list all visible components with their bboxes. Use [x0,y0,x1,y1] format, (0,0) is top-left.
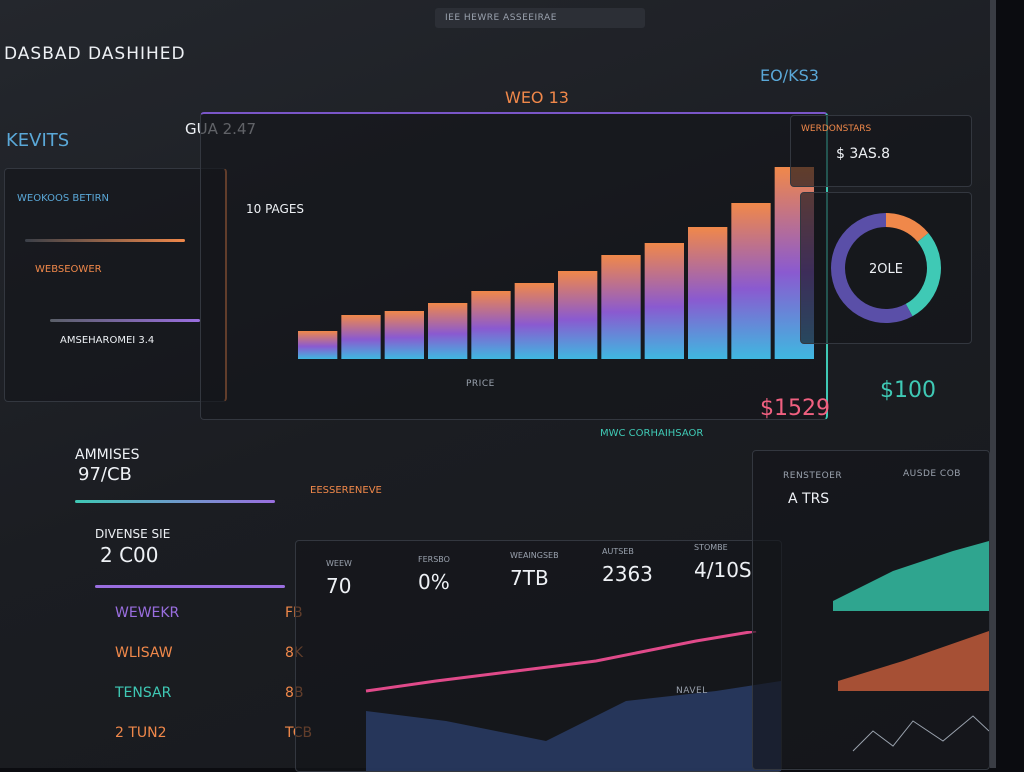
tile-value: 2363 [602,562,653,586]
chart-panel: 10 PAGES PRICE [200,112,828,420]
bar-chart [298,167,814,359]
tile-label: STOMBE [694,543,728,552]
sparkline [852,715,989,752]
donut-segment [905,232,941,317]
bar [428,303,468,359]
side-card-title: WERDONSTARS [801,124,872,134]
tile-label: AUTSEB [602,547,634,556]
list-label: WEWEKR [115,605,180,621]
left-list: WEWEKRFBWLISAW8KTENSAR8B2 TUN2TCB [115,605,312,765]
trend-line [365,631,757,693]
tile: WEAINGSEB 7TB [510,551,595,590]
tile-value: 70 [326,574,352,598]
panel-sub: WEBSEOWER [35,264,102,275]
tile-value: 0% [418,570,450,594]
bar [384,311,424,359]
tiles-header: EESSERENEVE [310,485,382,496]
list-label: 2 TUN2 [115,725,167,741]
list-row: WEWEKR FB [115,605,305,645]
metric2-label: DIVENSE SIE [95,527,171,541]
tile: WEEW 70 [326,559,411,598]
chart-title: 10 PAGES [246,202,305,216]
metric-value: 97/CB [78,464,132,485]
tiles-footer: NAVEL [676,686,708,696]
bar [341,315,381,359]
tile-label: WEAINGSEB [510,551,559,560]
right-panel: RENSTEOER A TRS AUSDE COB [752,450,990,770]
area [833,541,989,611]
trend-lines [365,631,781,771]
metric-label: AMMISES [75,447,140,463]
panel-title: WEOKOOS BETIRN [17,193,110,204]
list-label: WLISAW [115,645,173,661]
tiles: WEEW 70 FERSBO 0% WEAINGSEB 7TB AUTSEB 2363 STOM… [296,541,781,631]
list-row: WLISAW8K [115,645,305,685]
divider [95,585,285,588]
top-center-label: WEO 13 [505,88,569,107]
list-label: TENSAR [115,685,172,701]
list-row: 2 TUN2TCB [115,725,312,765]
tile: STOMBE 4/10S [694,543,779,582]
donut-chart: 2OLE [831,213,941,323]
left-panel: WEOKOOS BETIRN WEBSEOWER AMSEHAROMEI 3.4 [4,168,227,402]
tiles-panel: WEEW 70 FERSBO 0% WEAINGSEB 7TB AUTSEB 2363 STOM… [295,540,782,772]
donut-segment [885,213,929,243]
side-card-value: $ 3AS.8 [836,146,891,162]
stat-label: MWC CORHAIHSAOR [600,428,704,439]
panel-note: AMSEHAROMEI 3.4 [60,335,155,346]
divider [75,500,275,503]
bar [731,203,771,359]
search-bar[interactable]: IEE HEWRE ASSEEIRAE [435,8,645,28]
tile: AUTSEB 2363 [602,547,687,586]
tile: FERSBO 0% [418,555,503,594]
progress [25,239,185,242]
tablet-screen: DASBAD DASHIHED IEE HEWRE ASSEEIRAE WEO … [0,0,996,772]
bar [298,331,338,359]
right-panel-label: RENSTEOER [783,471,843,481]
chart-footer: PRICE [466,379,495,389]
donut-segment [831,213,913,323]
donut-card: 2OLE [800,192,972,344]
tile-value: 7TB [510,566,549,590]
left-title: KEVITS [6,130,70,151]
trend-area [366,681,781,771]
area-charts [833,541,989,752]
bar [471,291,511,359]
donut-center: 2OLE [869,262,903,277]
area [838,631,989,691]
tile-value: 4/10S [694,558,752,582]
progress [50,319,200,322]
right-panel-note: AUSDE COB [903,469,961,479]
tile-label: WEEW [326,559,352,568]
stat-value: $100 [880,378,936,403]
metric2-value: 2 C00 [100,543,159,567]
stat-value: $1529 [760,396,830,421]
bar [601,255,641,359]
list-row: TENSAR8B [115,685,305,725]
right-panel-value: A TRS [788,491,830,507]
bar [558,271,598,359]
header-title: DASBAD DASHIHED [4,44,186,64]
top-right-label: EO/KS3 [760,66,819,85]
bar [514,283,554,359]
bar [688,227,728,359]
side-card: WERDONSTARS $ 3AS.8 [790,115,972,187]
bar [644,243,684,359]
tile-label: FERSBO [418,555,450,564]
